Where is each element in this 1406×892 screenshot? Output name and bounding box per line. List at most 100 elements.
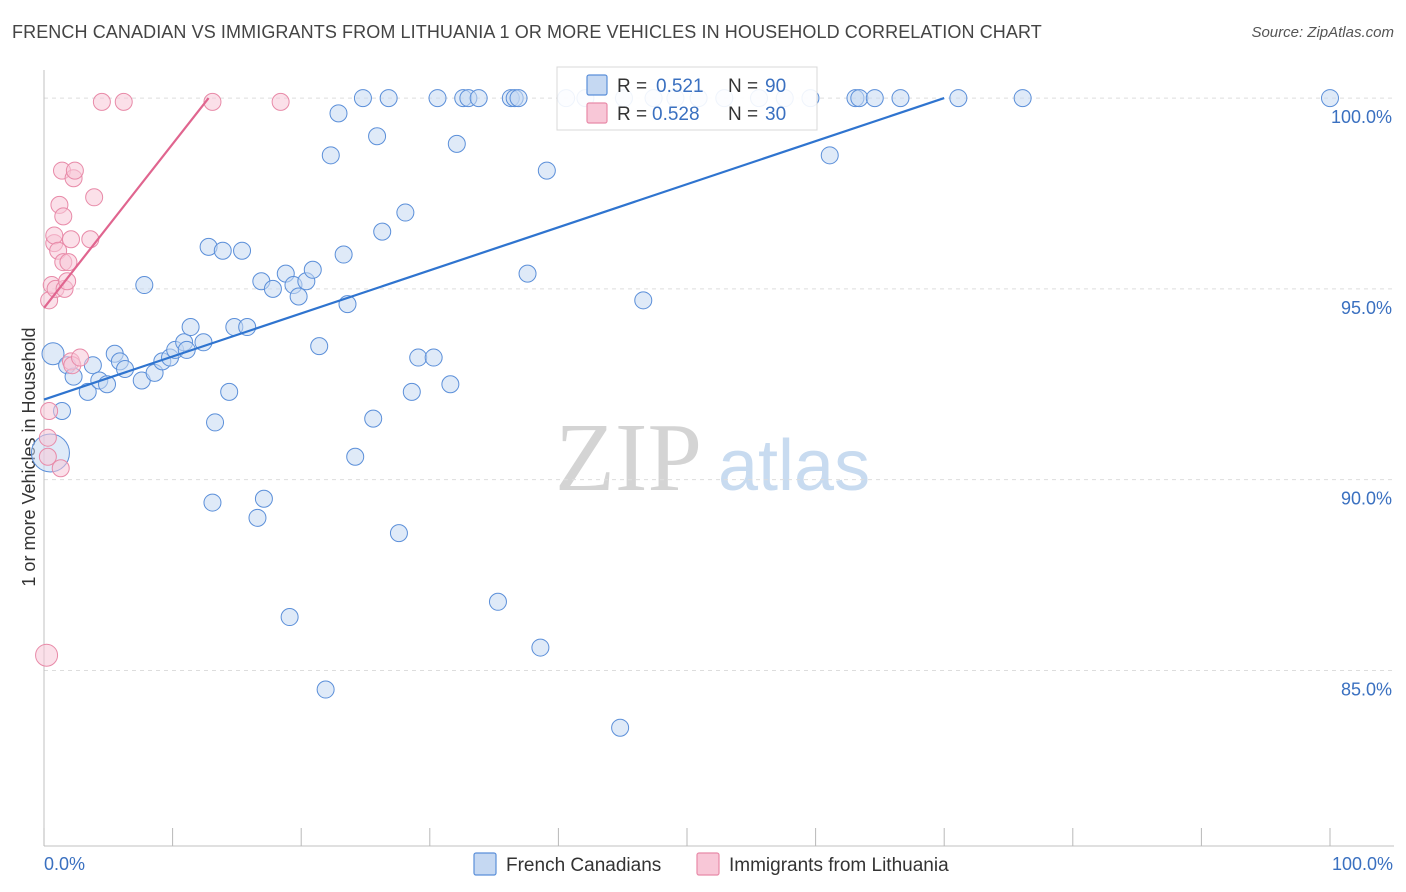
- point-lithuania: [35, 643, 59, 667]
- point-french-canadians: [634, 291, 653, 310]
- point-french-canadians: [441, 375, 460, 394]
- point-lithuania: [54, 207, 73, 226]
- point-french-canadians: [447, 134, 466, 153]
- point-french-canadians: [329, 104, 348, 123]
- point-french-canadians: [310, 337, 329, 356]
- point-lithuania: [92, 92, 111, 111]
- stats-r-label-1: R =: [617, 76, 647, 97]
- stats-r-value-2: 0.528: [652, 104, 700, 125]
- legend-label-french-canadians[interactable]: French Canadians: [506, 855, 661, 876]
- point-lithuania: [62, 230, 81, 249]
- point-french-canadians: [364, 409, 383, 428]
- bottom-legend: French Canadians Immigrants from Lithuan…: [473, 852, 949, 876]
- legend-label-lithuania[interactable]: Immigrants from Lithuania: [729, 855, 949, 876]
- point-french-canadians: [428, 89, 447, 108]
- point-french-canadians: [203, 493, 222, 512]
- x-tick-label: 100.0%: [1332, 854, 1393, 874]
- point-french-canadians: [1013, 89, 1032, 108]
- point-french-canadians: [488, 592, 507, 611]
- stats-r-label-2: R =: [617, 104, 647, 125]
- stats-n-label-1: N =: [728, 76, 758, 97]
- y-axis-tick-labels: 100.0% 95.0% 90.0% 85.0%: [1331, 107, 1392, 699]
- y-tick-label: 85.0%: [1341, 679, 1392, 699]
- trend-line-french-canadians: [43, 97, 945, 401]
- point-french-canadians: [334, 245, 353, 264]
- stats-swatch-lithuania: [586, 102, 608, 124]
- watermark-zip: ZIP: [555, 404, 702, 512]
- point-french-canadians: [316, 680, 335, 699]
- point-french-canadians: [248, 508, 267, 527]
- point-french-canadians: [254, 489, 273, 508]
- point-french-canadians: [213, 241, 232, 260]
- point-lithuania: [85, 188, 104, 207]
- gridlines: [44, 97, 1394, 671]
- point-french-canadians: [469, 89, 488, 108]
- source-credit: Source: ZipAtlas.com: [1251, 24, 1394, 41]
- point-lithuania: [203, 92, 222, 111]
- point-lithuania: [51, 459, 70, 478]
- y-tick-label: 100.0%: [1331, 107, 1392, 127]
- point-lithuania: [38, 428, 57, 447]
- point-lithuania: [81, 230, 100, 249]
- point-french-canadians: [379, 89, 398, 108]
- trend-lines: [43, 97, 945, 401]
- point-french-canadians: [850, 89, 869, 108]
- point-french-canadians: [353, 89, 372, 108]
- point-french-canadians: [263, 279, 282, 298]
- point-french-canadians: [424, 348, 443, 367]
- legend-swatch-french-canadians[interactable]: [473, 852, 497, 876]
- point-french-canadians: [537, 161, 556, 180]
- point-french-canadians: [531, 638, 550, 657]
- point-french-canadians: [518, 264, 537, 283]
- point-french-canadians: [220, 382, 239, 401]
- point-lithuania: [271, 92, 290, 111]
- y-axis-label: 1 or more Vehicles in Household: [19, 327, 39, 586]
- stats-n-value-2: 30: [765, 104, 786, 125]
- point-french-canadians: [238, 318, 257, 337]
- y-tick-label: 90.0%: [1341, 489, 1392, 509]
- chart-title: FRENCH CANADIAN VS IMMIGRANTS FROM LITHU…: [12, 22, 1042, 42]
- point-french-canadians: [611, 718, 630, 737]
- point-french-canadians: [1321, 89, 1339, 108]
- point-lithuania: [45, 226, 64, 245]
- point-french-canadians: [509, 89, 528, 108]
- point-french-canadians: [280, 608, 299, 627]
- point-french-canadians: [389, 524, 408, 543]
- x-axis-ticks: [43, 828, 1331, 846]
- point-french-canadians: [289, 287, 308, 306]
- point-french-canadians: [181, 318, 200, 337]
- point-french-canadians: [396, 203, 415, 222]
- point-french-canadians: [321, 146, 340, 165]
- x-axis-tick-labels: 0.0% 100.0%: [44, 854, 1393, 874]
- point-french-canadians: [206, 413, 225, 432]
- point-french-canadians: [891, 89, 910, 108]
- stats-swatch-french-canadians: [586, 74, 608, 96]
- point-lithuania: [38, 447, 57, 466]
- point-french-canadians: [409, 348, 428, 367]
- point-french-canadians: [346, 447, 365, 466]
- y-tick-label: 95.0%: [1341, 298, 1392, 318]
- stats-r-value-1: 0.521: [656, 76, 704, 97]
- point-french-canadians: [41, 342, 65, 366]
- watermark: ZIP atlas: [555, 404, 870, 512]
- trend-line-lithuania: [43, 97, 210, 309]
- point-french-canadians: [949, 89, 968, 108]
- stats-legend-box: R = 0.521 N = 90 R = 0.528 N = 30: [556, 66, 818, 131]
- watermark-atlas: atlas: [718, 426, 870, 506]
- point-french-canadians: [373, 222, 392, 241]
- point-lithuania: [71, 348, 90, 367]
- point-french-canadians: [233, 241, 252, 260]
- point-french-canadians: [865, 89, 884, 108]
- point-french-canadians: [402, 382, 421, 401]
- point-french-canadians: [820, 146, 839, 165]
- point-lithuania: [59, 253, 78, 272]
- x-tick-label: 0.0%: [44, 854, 85, 874]
- point-lithuania: [65, 161, 84, 180]
- point-french-canadians: [135, 276, 154, 295]
- legend-swatch-lithuania[interactable]: [696, 852, 720, 876]
- stats-n-label-2: N =: [728, 104, 758, 125]
- point-lithuania: [40, 401, 59, 420]
- point-french-canadians: [78, 382, 97, 401]
- point-french-canadians: [303, 260, 322, 279]
